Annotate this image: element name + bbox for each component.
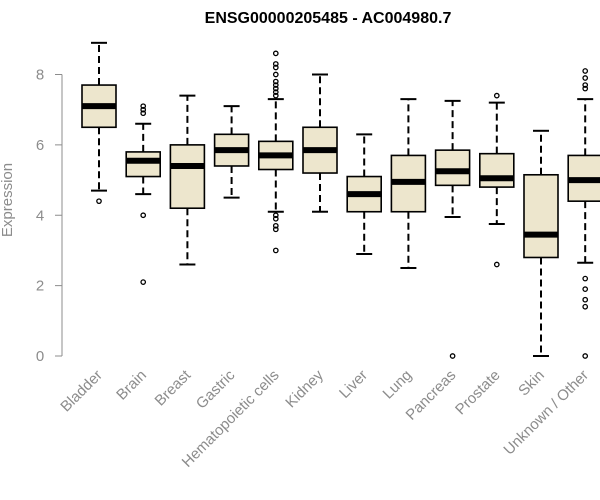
outlier-point <box>272 82 279 88</box>
box-group <box>390 98 427 270</box>
outlier-point <box>140 110 147 117</box>
y-axis: 0 2 4 6 8 <box>36 67 63 365</box>
box-series <box>81 41 600 359</box>
y-axis-label: Expression <box>0 163 16 237</box>
outlier-point <box>582 75 589 81</box>
box-iqr <box>125 151 161 178</box>
y-tick-label: 8 <box>36 67 44 84</box>
outlier-point <box>582 82 589 88</box>
box-group <box>346 133 383 255</box>
x-tick-label: Skin <box>515 367 548 400</box>
outlier-point <box>272 222 279 229</box>
box-group <box>169 94 206 266</box>
outlier-point <box>272 64 279 71</box>
outlier-point <box>449 353 456 359</box>
chart-title: ENSG00000205485 - AC004980.7 <box>205 10 452 27</box>
outlier-point <box>272 85 279 92</box>
outlier-point <box>272 226 279 233</box>
box-iqr <box>523 173 559 259</box>
outlier-point <box>582 296 589 303</box>
box-group <box>434 99 471 359</box>
outlier-point <box>272 71 279 78</box>
y-tick-label: 6 <box>36 137 44 154</box>
x-tick-label: Brain <box>113 367 150 404</box>
outlier-point <box>272 89 279 95</box>
box-group <box>523 129 559 357</box>
outlier-point <box>96 198 102 205</box>
box-group <box>567 68 600 359</box>
x-tick-label: Kidney <box>282 366 327 411</box>
box-group <box>478 92 515 268</box>
y-tick-label: 4 <box>36 207 44 224</box>
box-group <box>81 41 117 205</box>
x-tick-label: Bladder <box>57 367 106 416</box>
outlier-point <box>582 286 589 292</box>
outlier-point <box>582 68 589 74</box>
box-iqr <box>434 149 471 187</box>
outlier-point <box>272 78 279 85</box>
outlier-point <box>582 303 589 310</box>
x-tick-label: Liver <box>336 367 371 402</box>
outlier-point <box>582 85 589 92</box>
outlier-point <box>582 275 589 282</box>
outlier-point <box>493 92 500 99</box>
outlier-point <box>582 353 589 359</box>
box-group <box>125 103 161 285</box>
y-tick-label: 2 <box>36 278 44 295</box>
outlier-point <box>493 261 500 268</box>
x-tick-label: Prostate <box>452 367 504 419</box>
outlier-point <box>140 103 147 110</box>
y-tick-label: 0 <box>36 348 44 365</box>
outlier-point <box>272 215 279 222</box>
outlier-point <box>272 247 279 254</box>
x-tick-label: Breast <box>152 366 195 409</box>
x-tick-label: Lung <box>380 367 416 403</box>
box-group <box>302 73 338 213</box>
outlier-point <box>272 212 279 219</box>
x-tick-label: Unknown / Other <box>500 367 592 459</box>
box-iqr <box>478 152 515 188</box>
outlier-point <box>272 61 279 67</box>
outlier-point <box>140 279 147 285</box>
box-group <box>257 50 294 254</box>
box-group <box>213 105 250 199</box>
outlier-point <box>272 50 279 57</box>
outlier-point <box>272 92 279 99</box>
outlier-point <box>140 106 147 113</box>
outlier-point <box>140 212 147 219</box>
box-iqr <box>169 144 206 210</box>
